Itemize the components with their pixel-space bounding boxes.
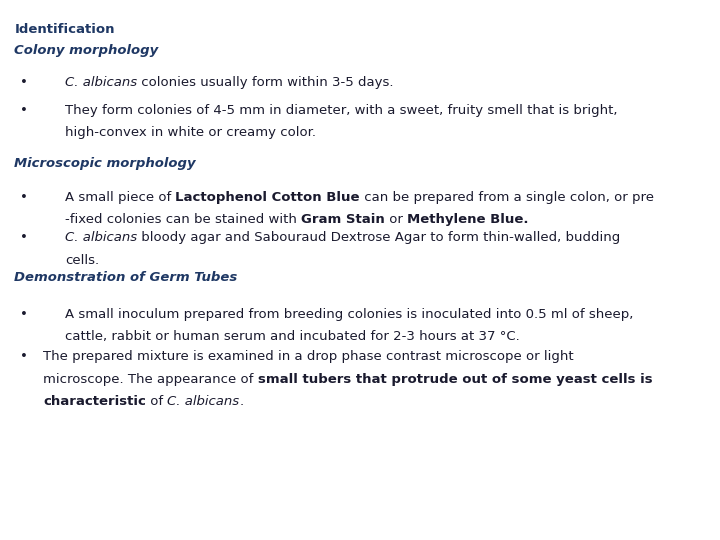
Text: Gram Stain: Gram Stain — [301, 213, 384, 226]
Text: Identification: Identification — [14, 23, 115, 36]
Text: of: of — [146, 395, 168, 408]
Text: or: or — [384, 213, 407, 226]
Text: Demonstration of Germ Tubes: Demonstration of Germ Tubes — [14, 271, 238, 284]
Text: colonies usually form within 3-5 days.: colonies usually form within 3-5 days. — [137, 76, 393, 89]
Text: characteristic: characteristic — [43, 395, 146, 408]
Text: •: • — [20, 76, 28, 89]
Text: Lactophenol Cotton Blue: Lactophenol Cotton Blue — [175, 191, 360, 204]
Text: •: • — [20, 191, 28, 204]
Text: Methylene Blue.: Methylene Blue. — [407, 213, 528, 226]
Text: can be prepared from a single colon, or pre: can be prepared from a single colon, or … — [360, 191, 654, 204]
Text: A small inoculum prepared from breeding colonies is inoculated into 0.5 ml of sh: A small inoculum prepared from breeding … — [65, 308, 633, 321]
Text: Microscopic morphology: Microscopic morphology — [14, 157, 196, 170]
Text: •: • — [20, 231, 28, 244]
Text: microscope. The appearance of: microscope. The appearance of — [43, 373, 258, 386]
Text: cattle, rabbit or human serum and incubated for 2-3 hours at 37 °C.: cattle, rabbit or human serum and incuba… — [65, 330, 520, 343]
Text: bloody agar and Sabouraud Dextrose Agar to form thin-walled, budding: bloody agar and Sabouraud Dextrose Agar … — [137, 231, 620, 244]
Text: C. albicans: C. albicans — [168, 395, 240, 408]
Text: •: • — [20, 350, 28, 363]
Text: high-convex in white or creamy color.: high-convex in white or creamy color. — [65, 126, 316, 139]
Text: .: . — [240, 395, 243, 408]
Text: C. albicans: C. albicans — [65, 76, 137, 89]
Text: A small piece of: A small piece of — [65, 191, 175, 204]
Text: •: • — [20, 308, 28, 321]
Text: Colony morphology: Colony morphology — [14, 44, 158, 57]
Text: They form colonies of 4-5 mm in diameter, with a sweet, fruity smell that is bri: They form colonies of 4-5 mm in diameter… — [65, 104, 617, 117]
Text: small tubers that protrude out of some yeast cells is: small tubers that protrude out of some y… — [258, 373, 652, 386]
Text: -fixed colonies can be stained with: -fixed colonies can be stained with — [65, 213, 301, 226]
Text: cells.: cells. — [65, 254, 99, 267]
Text: The prepared mixture is examined in a drop phase contrast microscope or light: The prepared mixture is examined in a dr… — [43, 350, 574, 363]
Text: C. albicans: C. albicans — [65, 231, 137, 244]
Text: •: • — [20, 104, 28, 117]
